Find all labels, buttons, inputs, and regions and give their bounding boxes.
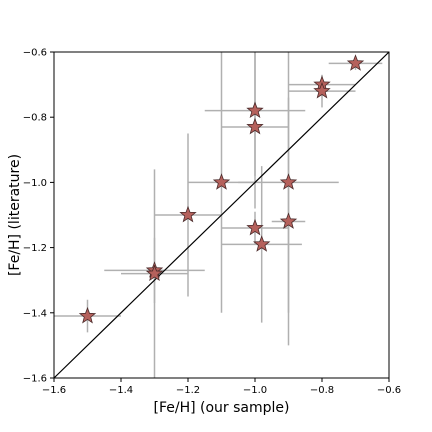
y-tick-label: −0.8 xyxy=(23,113,47,124)
star-marker-12 xyxy=(313,81,331,99)
tick-layer: −1.6 −1.4 −1.2 −1.0 −0.8 −0.6 −1.6 −1.4 −1.2 −1.0… xyxy=(23,48,401,397)
star-marker-9 xyxy=(279,173,298,190)
plot-frame xyxy=(53,51,390,379)
star-marker-13 xyxy=(346,54,365,71)
errorbar-layer xyxy=(54,52,383,378)
x-tick-label: −1.6 xyxy=(42,385,66,396)
star-marker-8 xyxy=(253,235,271,252)
marker-layer xyxy=(78,54,365,324)
x-tick-label: −1.0 xyxy=(243,385,267,396)
x-tick-label: −1.4 xyxy=(109,385,133,396)
star-marker-5 xyxy=(246,101,264,119)
y-tick-label: −1.6 xyxy=(23,374,47,385)
y-tick-label: −1.2 xyxy=(23,243,47,254)
star-marker-2 xyxy=(145,264,164,282)
y-tick-label: −1.4 xyxy=(23,308,47,319)
star-marker-4 xyxy=(212,173,231,190)
reference-line-layer xyxy=(53,51,390,379)
star-marker-7 xyxy=(246,218,264,236)
y-axis-label: [Fe/H] (literature) xyxy=(7,154,23,276)
y-tick-label: −1.0 xyxy=(23,178,47,189)
star-marker-3 xyxy=(179,205,197,223)
star-marker-6 xyxy=(246,117,264,135)
y-tick-label: −0.6 xyxy=(23,48,47,59)
star-marker-10 xyxy=(279,212,298,229)
star-marker-0 xyxy=(78,306,97,324)
one-to-one-line xyxy=(53,51,390,379)
axes-frame xyxy=(53,51,390,379)
x-tick-label: −1.2 xyxy=(176,385,200,396)
x-tick-label: −0.6 xyxy=(377,385,401,396)
x-axis-label: [Fe/H] (our sample) xyxy=(154,400,290,416)
x-tick-label: −0.8 xyxy=(310,385,334,396)
